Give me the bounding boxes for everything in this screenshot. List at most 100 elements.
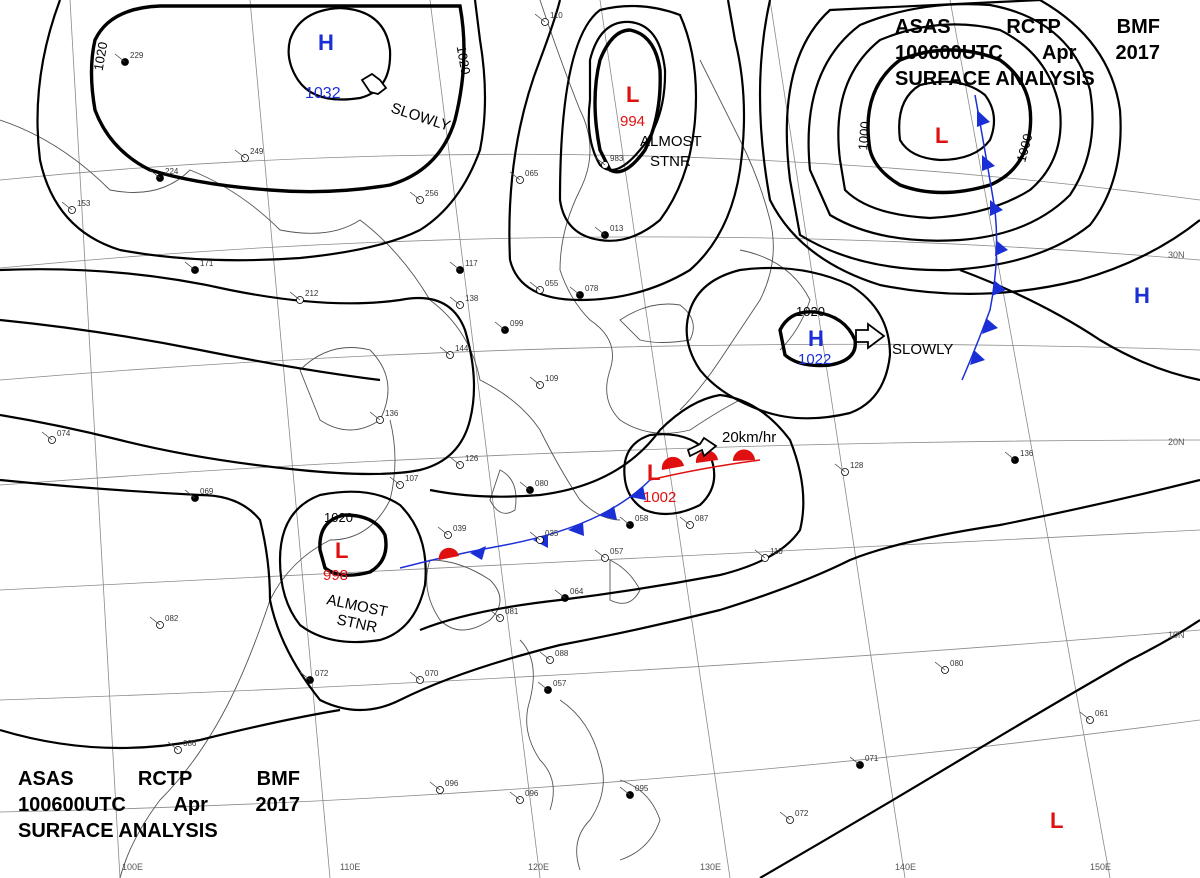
major-isobars bbox=[89, 4, 1033, 577]
wind-barb bbox=[489, 609, 501, 619]
station-pressure-value: 074 bbox=[57, 429, 71, 438]
station-pressure-value: 095 bbox=[635, 784, 649, 793]
latitude-lines bbox=[0, 153, 1200, 813]
wind-barb bbox=[529, 281, 541, 291]
station-pressure-value: 080 bbox=[535, 479, 549, 488]
wind-barb bbox=[409, 191, 421, 201]
footer-title: SURFACE ANALYSIS bbox=[18, 820, 218, 842]
station-pressure-value: 109 bbox=[545, 374, 559, 383]
longitude-lines bbox=[69, 0, 1111, 878]
wind-barb bbox=[569, 286, 581, 296]
isobar-label-1020-c: 1020 bbox=[796, 304, 825, 319]
lon-label-130e: 130E bbox=[700, 862, 721, 872]
station-pressure-value: 224 bbox=[165, 167, 179, 176]
wind-barb bbox=[849, 756, 861, 766]
station-pressure-value: 153 bbox=[77, 199, 91, 208]
station-pressure-value: 096 bbox=[445, 779, 459, 788]
wind-barb bbox=[299, 671, 311, 681]
footer-bulletin-code: BMF bbox=[256, 768, 300, 790]
station-pressure-value: 138 bbox=[465, 294, 479, 303]
low-center-4-letter: L bbox=[647, 460, 660, 485]
wind-barb bbox=[594, 549, 606, 559]
wind-barb bbox=[779, 811, 791, 821]
station-pressure-value: 013 bbox=[610, 224, 624, 233]
wind-barb bbox=[529, 531, 541, 541]
wind-barb bbox=[369, 411, 381, 421]
pressure-centers: H 1032 L 994 L H 1022 H L 998 L 1002 L bbox=[305, 30, 1150, 833]
header-bottom-left: ASAS RCTP BMF 100600UTC Apr 2017 SURFACE… bbox=[18, 766, 300, 844]
station-pressure-value: 983 bbox=[610, 154, 624, 163]
station-pressure-value: 057 bbox=[610, 547, 624, 556]
isobar-label-1020-a: 1020 bbox=[91, 41, 111, 72]
station-pressure-value: 058 bbox=[635, 514, 649, 523]
wind-barb bbox=[509, 791, 521, 801]
wind-barb bbox=[679, 516, 691, 526]
lon-label-110e: 110E bbox=[340, 862, 360, 872]
lon-label-140e: 140E bbox=[895, 862, 916, 872]
cold-front-east bbox=[961, 94, 1008, 381]
wind-barb bbox=[184, 489, 196, 499]
wind-barb bbox=[41, 431, 53, 441]
isobar-labels: 1020 1020 1020 1000 1000 1020 bbox=[91, 41, 1036, 525]
grid-labels: 30N 20N 10N 100E 110E 120E 130E 140E 150… bbox=[122, 250, 1185, 872]
low-center-1-pressure: 994 bbox=[620, 113, 645, 130]
high-center-1-pressure: 1032 bbox=[305, 85, 341, 102]
station-pressure-value: 061 bbox=[1095, 709, 1109, 718]
low-center-3-pressure: 998 bbox=[323, 567, 348, 584]
wind-barb bbox=[619, 786, 631, 796]
header-top-right: ASAS RCTP BMF 100600UTC Apr 2017 SURFACE… bbox=[895, 14, 1160, 92]
station-pressure-value: 082 bbox=[165, 614, 179, 623]
station-pressure-value: 128 bbox=[850, 461, 864, 470]
footer-year: 2017 bbox=[255, 794, 300, 816]
footer-product-code: ASAS bbox=[18, 768, 74, 790]
station-pressure-value: 080 bbox=[950, 659, 964, 668]
wind-barb bbox=[619, 516, 631, 526]
wind-barb bbox=[167, 741, 179, 751]
high-center-2-letter: H bbox=[808, 326, 824, 351]
header-month: Apr bbox=[1041, 42, 1077, 64]
station-pressure-value: 096 bbox=[525, 789, 539, 798]
wind-barb bbox=[449, 456, 461, 466]
footer-month: Apr bbox=[173, 794, 208, 816]
wind-barb bbox=[149, 616, 161, 626]
station-pressure-value: 110 bbox=[770, 547, 783, 556]
wind-barb bbox=[554, 589, 566, 599]
wind-barb bbox=[529, 376, 541, 386]
wind-barb bbox=[61, 201, 73, 211]
station-pressure-value: 070 bbox=[425, 669, 439, 678]
station-pressure-value: 064 bbox=[570, 587, 584, 596]
motion-almost-1a: ALMOST bbox=[640, 133, 702, 150]
wind-barb bbox=[494, 321, 506, 331]
wind-barb bbox=[594, 226, 606, 236]
wind-barb bbox=[409, 671, 421, 681]
station-pressure-value: 136 bbox=[1020, 449, 1034, 458]
station-pressure-value: 055 bbox=[545, 279, 559, 288]
footer-station-code: RCTP bbox=[137, 768, 193, 790]
station-pressure-value: 057 bbox=[553, 679, 567, 688]
header-product-code: ASAS bbox=[895, 16, 951, 38]
wind-barb bbox=[389, 476, 401, 486]
station-pressure-value: 087 bbox=[695, 514, 709, 523]
wind-barb bbox=[537, 681, 549, 691]
isobar-label-1020-b: 1020 bbox=[454, 45, 474, 76]
station-pressure-value: 035 bbox=[545, 529, 559, 538]
motion-slowly-2: SLOWLY bbox=[892, 341, 953, 358]
motion-speed: 20km/hr bbox=[722, 429, 776, 446]
wind-barb bbox=[184, 261, 196, 271]
station-pressure-value: 039 bbox=[453, 524, 467, 533]
high-center-3-letter: H bbox=[1134, 283, 1150, 308]
station-pressure-value: 072 bbox=[795, 809, 809, 818]
wind-barb bbox=[539, 651, 551, 661]
wind-barb bbox=[449, 261, 461, 271]
header-bulletin-code: BMF bbox=[1116, 16, 1160, 38]
station-pressure-value: 171 bbox=[200, 259, 214, 268]
lon-label-150e: 150E bbox=[1090, 862, 1111, 872]
station-pressure-value: 110 bbox=[550, 11, 563, 20]
footer-time: 100600UTC bbox=[18, 794, 126, 816]
low-center-1-letter: L bbox=[626, 82, 639, 107]
lon-label-100e: 100E bbox=[122, 862, 143, 872]
lat-label-30n: 30N bbox=[1168, 250, 1185, 260]
station-pressure-value: 088 bbox=[555, 649, 569, 658]
station-pressure-value: 071 bbox=[865, 754, 879, 763]
station-pressure-value: 256 bbox=[425, 189, 439, 198]
